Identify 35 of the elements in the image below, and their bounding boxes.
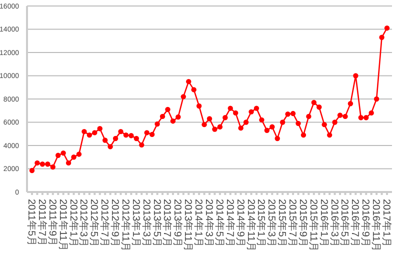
x-tick-label: 2013年1月: [130, 199, 142, 247]
x-tick-label: 2016年5月: [338, 199, 351, 247]
x-tick-label: 2011年7月: [36, 199, 48, 246]
x-tick-label: 2015年3月: [266, 199, 278, 247]
x-tick-label: 2014年9月: [234, 199, 246, 247]
x-tick-label: 2013年5月: [150, 199, 163, 247]
x-tick-label: 2016年11月: [370, 199, 382, 252]
x-tick-label: 2014年7月: [224, 199, 236, 247]
x-tick-label: 2015年1月: [255, 199, 268, 247]
x-tick-label: 2011年11月: [56, 199, 69, 251]
x-tick-label: 2012年3月: [78, 199, 90, 247]
x-tick-label: 2016年1月: [318, 199, 330, 247]
x-tick-label: 2015年9月: [296, 199, 309, 247]
x-tick-label: 2014年11月: [244, 199, 257, 252]
x-tick-label: 2016年9月: [360, 199, 372, 247]
x-tick-label: 2016年7月: [349, 199, 362, 247]
x-tick-label: 2012年9月: [109, 199, 122, 247]
x-tick-label: 2012年11月: [119, 199, 132, 252]
x-tick-label: 2012年5月: [88, 199, 100, 247]
x-tick-label: 2011年9月: [46, 199, 58, 246]
x-tick-label: 2014年1月: [192, 199, 205, 247]
x-tick-label: 2013年9月: [172, 199, 184, 247]
x-tick-label: 2015年11月: [307, 199, 320, 252]
x-tick-label: 2013年3月: [140, 199, 152, 247]
x-tick-label: 2017年1月: [380, 199, 392, 247]
x-tick-label: 2011年5月: [26, 199, 38, 246]
x-tick-label: 2014年5月: [213, 199, 226, 247]
x-tick-label: 2014年3月: [203, 199, 215, 247]
x-tick-label: 2016年3月: [328, 199, 340, 247]
x-tick-label: 2015年5月: [276, 199, 288, 247]
x-tick-label: 2013年11月: [182, 199, 194, 252]
x-tick-label: 2012年7月: [98, 199, 111, 247]
x-tick-label: 2013年7月: [161, 199, 174, 247]
x-tick-label: 2015年7月: [286, 199, 299, 247]
x-tick-label: 2012年1月: [67, 199, 80, 247]
